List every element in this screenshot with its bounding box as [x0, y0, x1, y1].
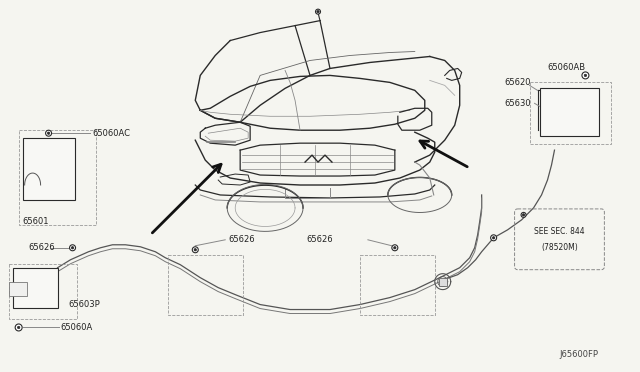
Circle shape [192, 247, 198, 253]
Circle shape [522, 214, 525, 216]
Bar [9, 264, 77, 318]
Circle shape [47, 132, 50, 134]
Circle shape [194, 248, 196, 251]
Bar [529, 82, 611, 144]
Circle shape [394, 247, 396, 249]
Circle shape [521, 212, 526, 217]
Bar [360, 255, 435, 314]
Circle shape [71, 247, 74, 249]
Circle shape [491, 235, 497, 241]
Circle shape [70, 245, 76, 251]
Text: 65620: 65620 [504, 78, 531, 87]
Text: 65060A: 65060A [61, 323, 93, 332]
Bar [22, 138, 74, 200]
Bar [439, 278, 447, 286]
Bar [9, 282, 27, 296]
Text: 65060AB: 65060AB [547, 63, 586, 72]
Bar [168, 255, 243, 314]
Circle shape [45, 130, 52, 136]
Text: 65630: 65630 [504, 99, 531, 108]
Circle shape [492, 237, 495, 239]
Circle shape [316, 9, 321, 14]
Circle shape [317, 10, 319, 13]
Bar [13, 268, 58, 308]
Text: 65626: 65626 [29, 243, 55, 252]
Text: SEE SEC. 844: SEE SEC. 844 [534, 227, 585, 236]
Text: 65626: 65626 [306, 235, 333, 244]
Text: 65060AC: 65060AC [93, 129, 131, 138]
Circle shape [584, 74, 587, 77]
Circle shape [392, 245, 398, 251]
Circle shape [15, 324, 22, 331]
Bar [19, 130, 97, 225]
Text: (78520M): (78520M) [541, 243, 578, 252]
Text: J65600FP: J65600FP [559, 350, 598, 359]
Bar [540, 89, 600, 136]
Text: 65626: 65626 [228, 235, 255, 244]
Circle shape [17, 326, 20, 329]
Text: 65603P: 65603P [68, 300, 100, 309]
Text: 65601: 65601 [22, 217, 49, 227]
Circle shape [582, 72, 589, 79]
